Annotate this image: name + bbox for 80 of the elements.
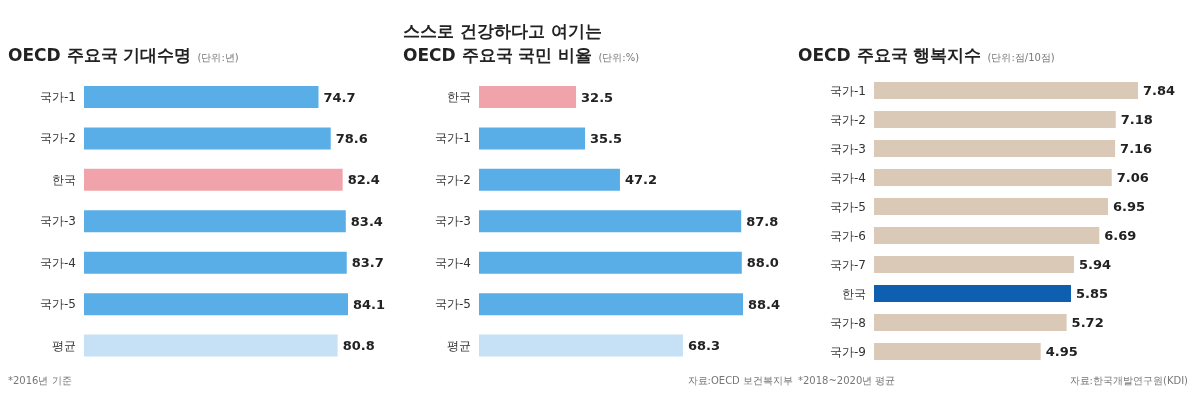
- y-tick-label: 국가-4: [40, 255, 76, 270]
- data-label: 7.06: [1116, 170, 1149, 186]
- bar: [874, 140, 1116, 157]
- y-tick-label: 국가-5: [40, 297, 76, 312]
- data-label: 82.4: [347, 172, 380, 188]
- data-label: 7.16: [1120, 141, 1153, 157]
- bar: [479, 210, 742, 233]
- bar: [84, 334, 338, 357]
- chart-subtitle: (단위:점/10점): [987, 52, 1055, 63]
- text: 자료:OECD 보건복지부: [687, 374, 793, 388]
- bar: [874, 227, 1100, 244]
- bar: [874, 343, 1041, 360]
- data-label: 84.1: [353, 296, 386, 312]
- bar: [874, 82, 1138, 99]
- text: 자료:한국개발연구원(KDI): [1069, 374, 1188, 388]
- data-label: 6.69: [1104, 228, 1137, 244]
- y-tick-label: 국가-1: [435, 131, 471, 146]
- data-label: 7.18: [1120, 112, 1153, 128]
- bar: [874, 314, 1067, 331]
- data-label: 83.7: [351, 255, 384, 271]
- y-tick-label: 국가-8: [830, 315, 866, 330]
- y-tick-label: 국가-1: [40, 89, 76, 104]
- data-label: 74.7: [323, 89, 356, 105]
- bar: [84, 251, 347, 274]
- y-tick-label: 국가-4: [435, 255, 471, 270]
- data-label: 5.72: [1071, 315, 1104, 331]
- y-tick-label: 국가-5: [435, 297, 471, 312]
- y-tick-label: 평균: [52, 338, 76, 353]
- y-tick-label: 국가-3: [830, 141, 866, 156]
- bar: [874, 198, 1109, 215]
- bar: [84, 293, 348, 316]
- bar: [479, 86, 577, 108]
- data-label: 83.4: [350, 213, 383, 229]
- y-tick-label: 한국: [447, 89, 471, 104]
- chart-subtitle: (단위:년): [197, 52, 239, 63]
- y-tick-label: 한국: [52, 172, 76, 187]
- y-tick-label: 한국: [842, 286, 866, 301]
- data-label: 6.95: [1113, 199, 1146, 215]
- data-label: 35.5: [590, 131, 623, 147]
- text: *2016년 기준: [8, 374, 72, 388]
- y-tick-label: 평균: [447, 338, 471, 353]
- y-tick-label: 국가-2: [40, 131, 76, 146]
- bar: [84, 86, 319, 108]
- y-tick-label: 국가-3: [40, 214, 76, 229]
- data-label: 47.2: [624, 172, 658, 188]
- bar: [874, 256, 1075, 273]
- bar: [84, 168, 343, 191]
- bar: [874, 169, 1112, 186]
- data-label: 78.6: [335, 131, 368, 147]
- data-label: 87.8: [746, 213, 779, 229]
- bar: [479, 168, 620, 191]
- chart-title: OECD 주요국 기대수명: [8, 45, 192, 65]
- bar: [479, 334, 683, 357]
- bar: [84, 210, 346, 233]
- data-label: 68.3: [687, 338, 721, 354]
- data-label: 7.84: [1143, 83, 1176, 99]
- y-tick-label: 국가-7: [830, 257, 866, 272]
- data-label: 32.5: [581, 89, 614, 105]
- y-tick-label: 국가-3: [435, 214, 471, 229]
- y-tick-label: 국가-2: [435, 172, 471, 187]
- data-label: 5.94: [1079, 257, 1112, 273]
- data-label: 80.8: [342, 338, 375, 354]
- data-label: 88.0: [746, 255, 779, 271]
- bar: [84, 127, 331, 150]
- bar: [874, 111, 1116, 128]
- y-tick-label: 국가-4: [830, 170, 866, 185]
- data-label: 88.4: [748, 296, 781, 312]
- y-tick-label: 국가-1: [830, 83, 866, 98]
- text: *2018~2020년 평균: [798, 374, 896, 388]
- bar: [479, 127, 586, 150]
- y-tick-label: 국가-9: [830, 344, 866, 359]
- data-label: 5.85: [1075, 286, 1109, 302]
- y-tick-label: 국가-5: [830, 199, 866, 214]
- bar: [874, 285, 1071, 302]
- bar: [479, 251, 742, 274]
- data-label: 4.95: [1045, 344, 1078, 360]
- chart-title: OECD 주요국 행복지수: [798, 45, 982, 65]
- y-tick-label: 국가-6: [830, 228, 866, 243]
- bar: [479, 293, 743, 316]
- y-tick-label: 국가-2: [830, 112, 866, 127]
